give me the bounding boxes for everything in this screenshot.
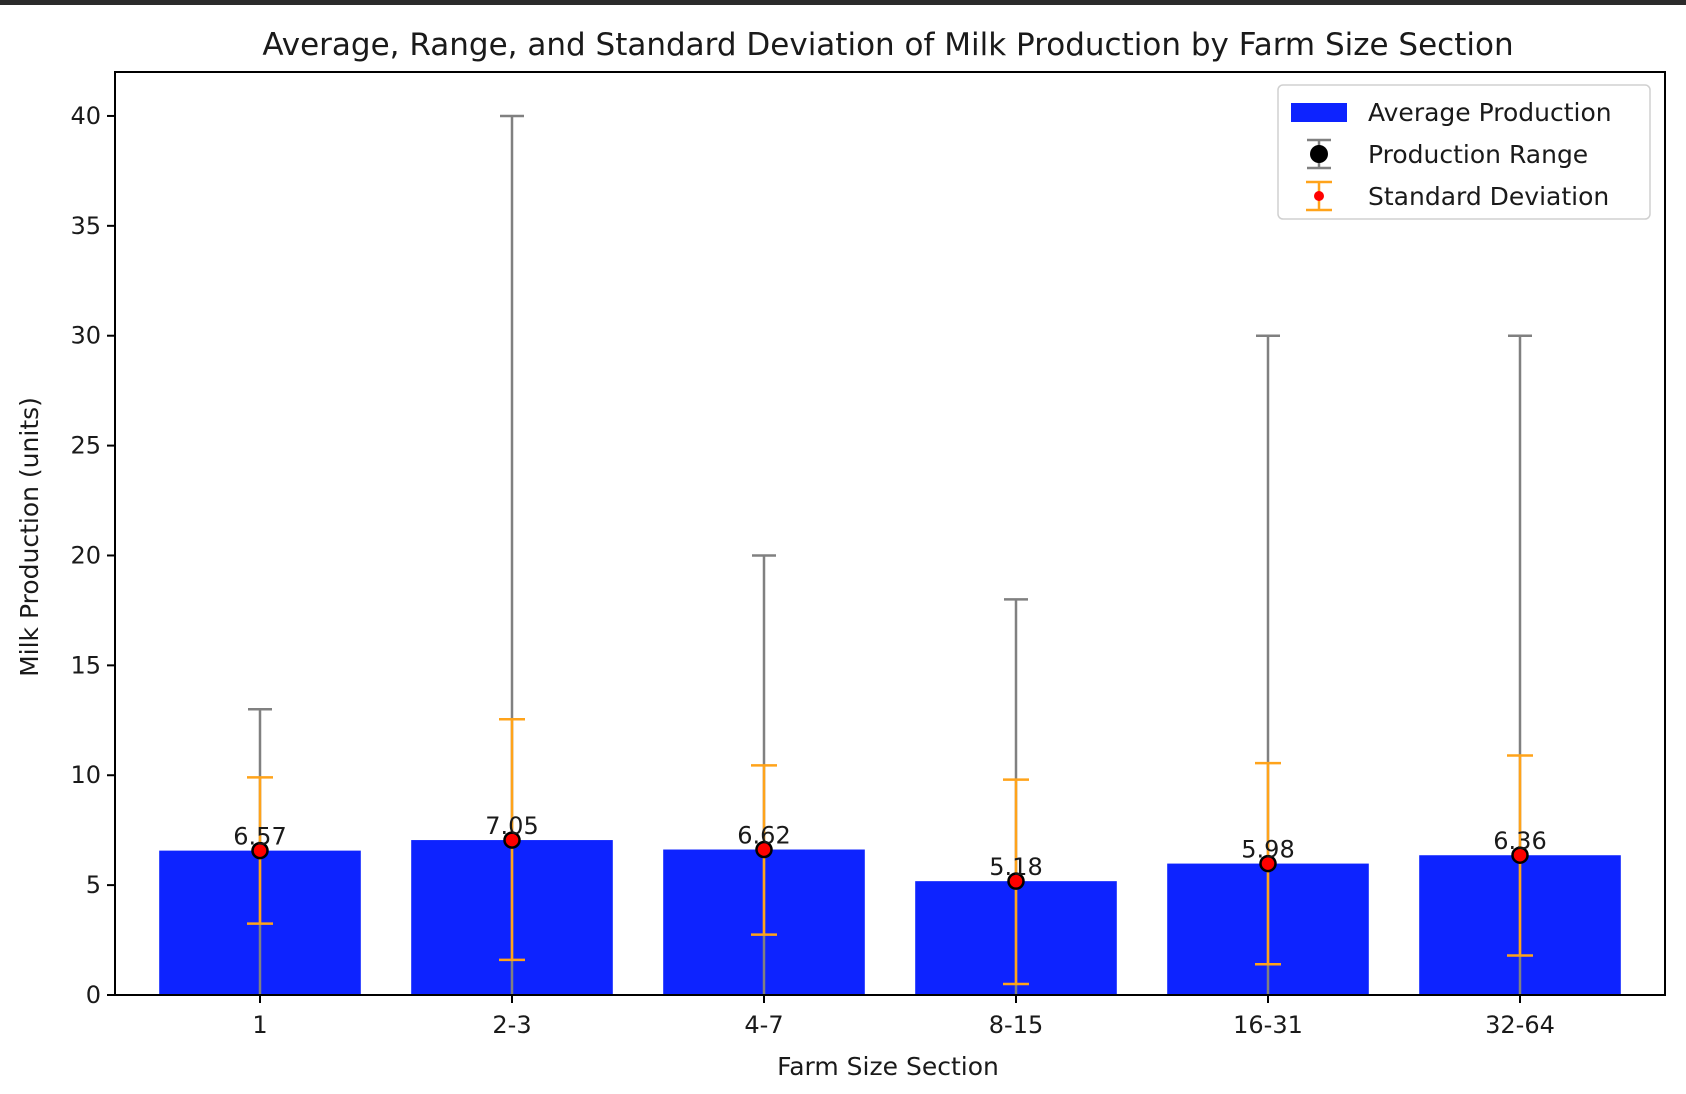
legend-swatch-average <box>1291 103 1347 122</box>
data-label-2-3: 7.05 <box>485 812 538 840</box>
y-tick-label-30: 30 <box>70 322 101 350</box>
y-tick-label-35: 35 <box>70 212 101 240</box>
chart-title: Average, Range, and Standard Deviation o… <box>262 27 1513 63</box>
x-axis-label: Farm Size Section <box>777 1052 999 1081</box>
legend: Average Production Production Range Standa… <box>1277 84 1651 220</box>
legend-swatch-std-marker <box>1314 191 1324 201</box>
data-label-32-64: 6.36 <box>1493 827 1546 855</box>
legend-swatch-range-marker <box>1310 145 1328 163</box>
y-tick-label-0: 0 <box>86 981 101 1009</box>
y-axis-label: Milk Production (units) <box>15 397 44 677</box>
mean-marker-4-7 <box>755 840 773 859</box>
data-label-16-31: 5.98 <box>1241 836 1294 864</box>
plot-area: 6.57 7.05 6.62 5.18 5.98 6.36 0 5 10 15 20 25 30 35 40… <box>70 71 1666 1039</box>
y-tick-label-40: 40 <box>70 102 101 130</box>
y-tick-label-5: 5 <box>86 871 101 899</box>
x-tick-label-1: 1 <box>252 1011 267 1039</box>
data-label-1: 6.57 <box>233 823 286 851</box>
y-tick-label-15: 15 <box>70 651 101 679</box>
x-tick-label-32-64: 32-64 <box>1485 1011 1555 1039</box>
x-tick-label-4-7: 4-7 <box>744 1011 783 1039</box>
mean-marker-32-64 <box>1511 846 1529 864</box>
legend-box <box>1277 84 1651 220</box>
data-label-8-15: 5.18 <box>989 853 1042 881</box>
chart-svg: Average, Range, and Standard Deviation o… <box>15 27 1666 1081</box>
mean-marker-1 <box>251 841 269 860</box>
legend-label-2: Production Range <box>1368 140 1588 169</box>
mean-marker-8-15 <box>1007 872 1025 890</box>
data-label-4-7: 6.62 <box>737 822 790 850</box>
y-tick-label-20: 20 <box>70 541 101 569</box>
y-tick-label-10: 10 <box>70 761 101 789</box>
legend-label-3: Standard Deviation <box>1368 182 1609 211</box>
mean-marker-16-31 <box>1259 854 1277 873</box>
x-tick-label-16-31: 16-31 <box>1233 1011 1303 1039</box>
x-tick-label-2-3: 2-3 <box>492 1011 531 1039</box>
mean-marker-2-3 <box>503 831 521 849</box>
plot-frame <box>114 71 1666 996</box>
chart-figure: Average, Range, and Standard Deviation o… <box>0 5 1686 1094</box>
y-tick-label-25: 25 <box>70 432 101 460</box>
legend-label-1: Average Production <box>1368 98 1612 127</box>
x-tick-label-8-15: 8-15 <box>989 1011 1043 1039</box>
